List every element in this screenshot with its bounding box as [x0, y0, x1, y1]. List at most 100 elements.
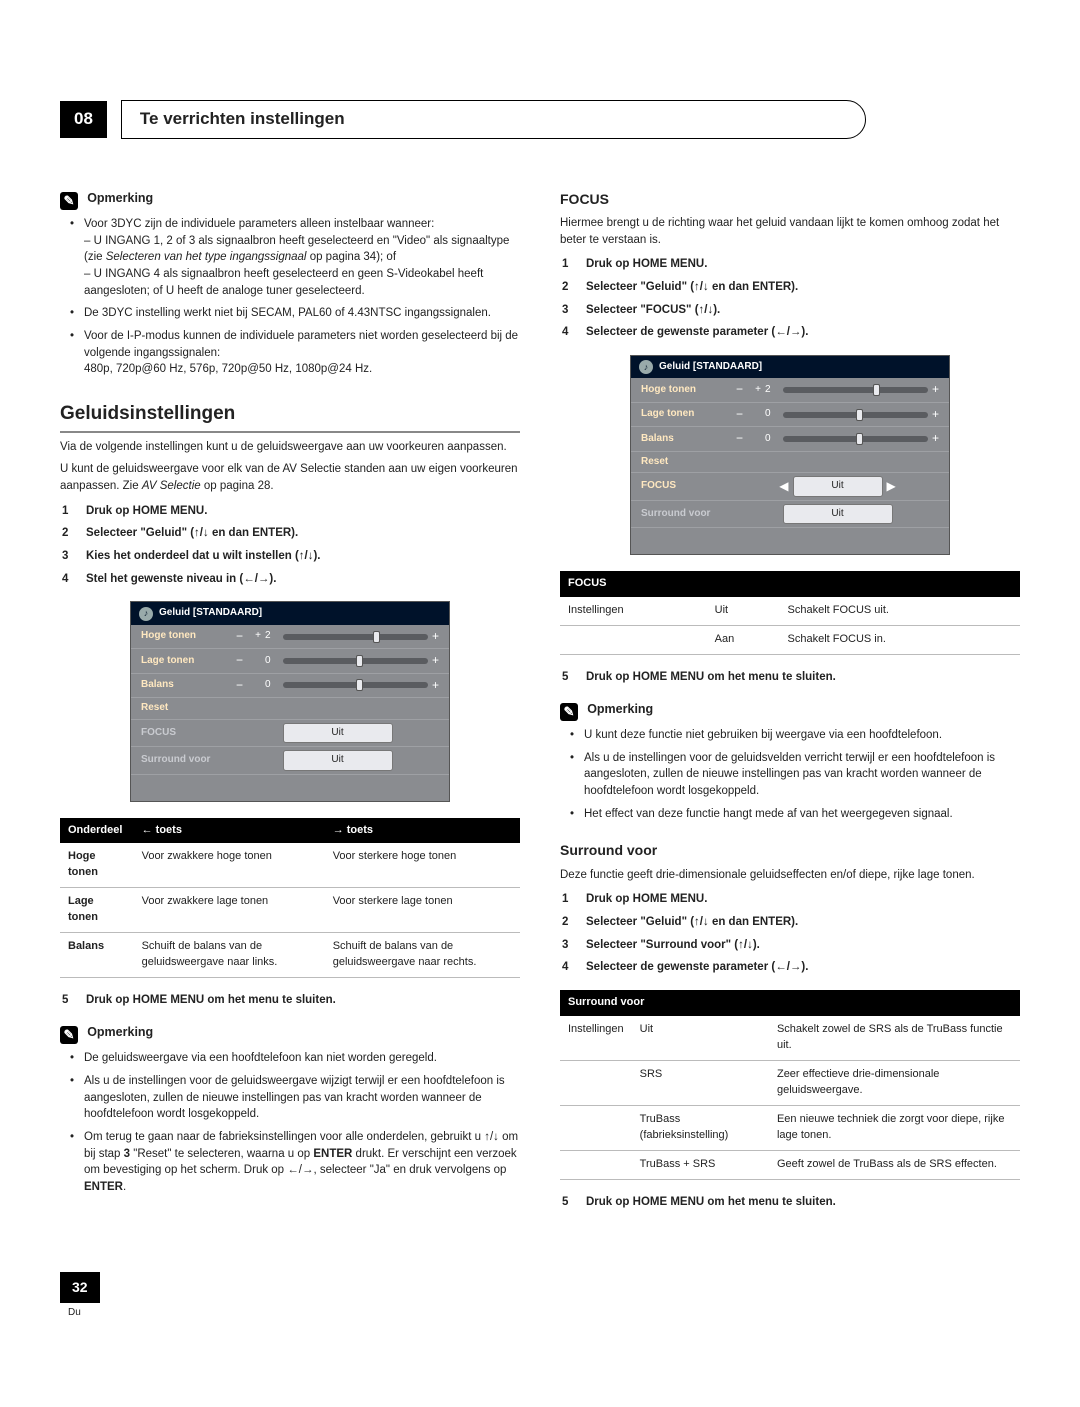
note-label: Opmerking — [587, 702, 653, 716]
text: Voor 3DYC zijn de individuele parameters… — [84, 218, 434, 230]
step-text: Druk op HOME MENU. — [586, 891, 707, 908]
paragraph: Deze functie geeft drie-dimensionale gel… — [560, 867, 1020, 884]
step: 1Druk op HOME MENU. — [62, 503, 520, 520]
table-cell: Aan — [707, 626, 780, 655]
section-geluidsinstellingen: Geluidsinstellingen — [60, 400, 520, 433]
table-cell: Hoge tonen — [60, 843, 134, 887]
focus-heading: FOCUS — [560, 189, 1020, 209]
step: 4Stel het gewenste niveau in (←/→). — [62, 571, 520, 588]
note-item: Als u de instellingen voor de geluidswee… — [74, 1073, 520, 1123]
note-heading-3: ✎ Opmerking — [560, 700, 1020, 721]
step-text: Druk op HOME MENU. — [86, 503, 207, 520]
surround-heading: Surround voor — [560, 840, 1020, 860]
chapter-title: Te verrichten instellingen — [121, 100, 866, 139]
step-text: Kies het onderdeel dat u wilt instellen … — [86, 548, 321, 565]
table-cell — [560, 1150, 632, 1179]
text-italic: Selecteren van het type ingangssignaal — [106, 251, 307, 263]
step-text: Selecteer "Surround voor" (↑/↓). — [586, 937, 760, 954]
th-surround: Surround voor — [560, 990, 1020, 1016]
step: 5Druk op HOME MENU om het menu te sluite… — [562, 669, 1020, 686]
note-heading-1: ✎ Opmerking — [60, 189, 520, 210]
right-column: FOCUS Hiermee brengt u de richting waar … — [560, 189, 1020, 1225]
note-item: Als u de instellingen voor de geluidsvel… — [574, 750, 1020, 800]
step-text: Druk op HOME MENU om het menu te sluiten… — [86, 992, 336, 1009]
th-focus: FOCUS — [560, 571, 1020, 597]
table-cell: Instellingen — [560, 1016, 632, 1060]
text: "Reset" te selecteren, waarna u op — [130, 1148, 313, 1160]
text: Voor de I-P-modus kunnen de individuele … — [84, 330, 518, 359]
step: 5Druk op HOME MENU om het menu te sluite… — [562, 1194, 1020, 1211]
note-label: Opmerking — [87, 1025, 153, 1039]
surround-table: Surround voor InstellingenUitSchakelt zo… — [560, 990, 1020, 1180]
table-cell: Voor sterkere lage tonen — [325, 888, 520, 933]
text: op pagina 28. — [201, 480, 274, 492]
note-item: Voor de I-P-modus kunnen de individuele … — [74, 328, 520, 378]
paragraph: Via de volgende instellingen kunt u de g… — [60, 439, 520, 456]
step: 1Druk op HOME MENU. — [562, 256, 1020, 273]
note-label: Opmerking — [87, 191, 153, 205]
step: 3Kies het onderdeel dat u wilt instellen… — [62, 548, 520, 565]
note-icon: ✎ — [560, 703, 578, 721]
note-item: Om terug te gaan naar de fabrieksinstell… — [74, 1129, 520, 1196]
table-cell: TruBass + SRS — [632, 1150, 769, 1179]
step-text: Druk op HOME MENU. — [586, 256, 707, 273]
text: – U INGANG 4 als signaalbron heeft gesel… — [84, 268, 483, 297]
table-row: TruBass (fabrieksinstelling)Een nieuwe t… — [560, 1105, 1020, 1150]
table-cell: Voor sterkere hoge tonen — [325, 843, 520, 887]
table-cell: SRS — [632, 1060, 769, 1105]
page-footer: 32 Du — [60, 1224, 1020, 1320]
focus-table: FOCUS InstellingenUitSchakelt FOCUS uit.… — [560, 571, 1020, 655]
table-cell: Schakelt FOCUS in. — [780, 626, 1021, 655]
step-text: Selecteer "Geluid" (↑/↓ en dan ENTER). — [586, 279, 798, 296]
text-italic: AV Selectie — [142, 480, 201, 492]
step-text: Selecteer de gewenste parameter (←/→). — [586, 959, 808, 976]
table-row: SRSZeer effectieve drie-dimensionale gel… — [560, 1060, 1020, 1105]
table-cell: Schuift de balans van de geluidsweergave… — [325, 933, 520, 978]
table-row: InstellingenUitSchakelt zowel de SRS als… — [560, 1016, 1020, 1060]
paragraph: Hiermee brengt u de richting waar het ge… — [560, 215, 1020, 248]
focus-steps: 1Druk op HOME MENU. 2Selecteer "Geluid" … — [560, 256, 1020, 341]
osd-panel-left: ♪Geluid [STANDAARD]Hoge tonen−+2+Lage to… — [130, 601, 450, 801]
text-bold: ENTER — [313, 1148, 352, 1160]
steps-list: 5Druk op HOME MENU om het menu te sluite… — [60, 992, 520, 1009]
step: 3Selecteer "FOCUS" (↑/↓). — [562, 302, 1020, 319]
table-cell — [560, 626, 707, 655]
step: 1Druk op HOME MENU. — [562, 891, 1020, 908]
step-text: Druk op HOME MENU om het menu te sluiten… — [586, 669, 836, 686]
text-bold: ENTER — [84, 1181, 123, 1193]
note-item: U kunt deze functie niet gebruiken bij w… — [574, 727, 1020, 744]
table-cell: Uit — [707, 597, 780, 625]
note-item: Voor 3DYC zijn de individuele parameters… — [74, 216, 520, 299]
step-text: Druk op HOME MENU om het menu te sluiten… — [586, 1194, 836, 1211]
note-3-list: U kunt deze functie niet gebruiken bij w… — [560, 727, 1020, 822]
osd-panel-right: ♪Geluid [STANDAARD]Hoge tonen−+2+Lage to… — [630, 355, 950, 555]
note-icon: ✎ — [60, 1026, 78, 1044]
step: 3Selecteer "Surround voor" (↑/↓). — [562, 937, 1020, 954]
steps-list: 5Druk op HOME MENU om het menu te sluite… — [560, 669, 1020, 686]
sound-controls-table: Onderdeel ← toets → toets Hoge tonenVoor… — [60, 818, 520, 979]
step: 4Selecteer de gewenste parameter (←/→). — [562, 959, 1020, 976]
step-text: Selecteer "Geluid" (↑/↓ en dan ENTER). — [586, 914, 798, 931]
table-cell: Voor zwakkere lage tonen — [134, 888, 325, 933]
page-header: 08 Te verrichten instellingen — [60, 100, 1020, 139]
table-cell: TruBass (fabrieksinstelling) — [632, 1105, 769, 1150]
steps-list: 5Druk op HOME MENU om het menu te sluite… — [560, 1194, 1020, 1211]
step: 4Selecteer de gewenste parameter (←/→). — [562, 324, 1020, 341]
th-left-key: ← toets — [134, 818, 325, 844]
note-item: De geluidsweergave via een hoofdtelefoon… — [74, 1050, 520, 1067]
step: 2Selecteer "Geluid" (↑/↓ en dan ENTER). — [62, 525, 520, 542]
chapter-number: 08 — [60, 101, 107, 138]
table-row: InstellingenUitSchakelt FOCUS uit. — [560, 597, 1020, 625]
table-row: BalansSchuift de balans van de geluidswe… — [60, 933, 520, 978]
note-item: De 3DYC instelling werkt niet bij SECAM,… — [74, 305, 520, 322]
table-row: AanSchakelt FOCUS in. — [560, 626, 1020, 655]
table-row: Lage tonenVoor zwakkere lage tonenVoor s… — [60, 888, 520, 933]
page-number: 32 — [60, 1272, 100, 1302]
table-cell: Uit — [632, 1016, 769, 1060]
step: 5Druk op HOME MENU om het menu te sluite… — [62, 992, 520, 1009]
steps-list: 1Druk op HOME MENU. 2Selecteer "Geluid" … — [60, 503, 520, 588]
text: 480p, 720p@60 Hz, 576p, 720p@50 Hz, 1080… — [84, 363, 372, 375]
paragraph: U kunt de geluidsweergave voor elk van d… — [60, 461, 520, 494]
th-onderdeel: Onderdeel — [60, 818, 134, 844]
step-text: Selecteer "Geluid" (↑/↓ en dan ENTER). — [86, 525, 298, 542]
